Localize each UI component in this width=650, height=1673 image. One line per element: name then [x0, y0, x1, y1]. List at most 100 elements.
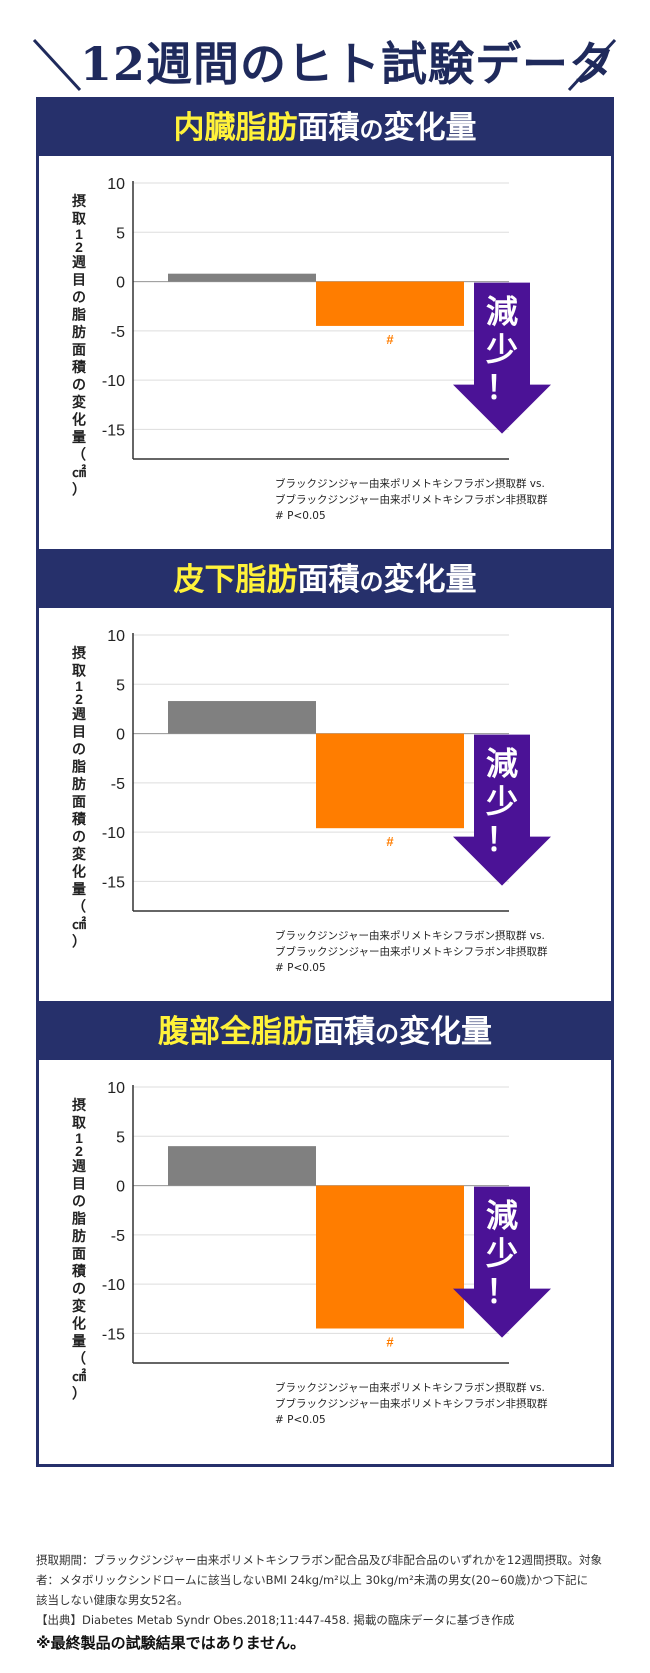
- legend-text: ブラックジンジャー由来ポリメトキシフラボン摂取群 vs.: [275, 1381, 545, 1394]
- y-axis-label-char: 週: [72, 255, 86, 271]
- chart-panel-visceral: 内臓脂肪面積の変化量 10 5 0 -5 -10 -15 # 摂取 1 2 週目の脂肪面積の変化量（…: [36, 97, 614, 563]
- y-axis-label-char: ）: [72, 935, 86, 951]
- callout-text: ！: [486, 821, 518, 859]
- y-tick-label: 10: [107, 628, 125, 645]
- y-axis-label-char: 1: [75, 1130, 83, 1146]
- callout-text: 少: [486, 331, 518, 369]
- significance-label: #: [386, 834, 394, 849]
- chart-title-rest: 面積: [297, 110, 360, 146]
- y-tick-label: -10: [102, 1277, 125, 1294]
- y-tick-label: -15: [102, 1326, 125, 1343]
- y-axis-label-char: 化: [72, 1316, 86, 1333]
- page-title: 12週間のヒト試験データ: [80, 37, 617, 91]
- footnote-disclaimer: ※最終製品の試験結果ではありません。: [36, 1634, 306, 1652]
- y-axis-label-char: の: [72, 742, 86, 758]
- chart-title-end: 変化量: [383, 562, 477, 598]
- y-axis-label-char: 2: [75, 691, 83, 707]
- bar-placebo: [168, 273, 316, 282]
- y-axis-label-char: 量: [72, 1334, 86, 1350]
- bar-active: [316, 1185, 464, 1329]
- y-axis-label-char: 変: [72, 1298, 86, 1315]
- y-axis-label-char: ㎠: [72, 1368, 86, 1385]
- bar-placebo: [168, 701, 316, 734]
- y-tick-label: -5: [111, 324, 125, 341]
- page-heading: 12週間のヒト試験データ: [0, 22, 650, 92]
- y-tick-label: 5: [116, 1129, 125, 1146]
- reduction-arrow: 減少！: [453, 282, 551, 434]
- y-axis-label-char: ）: [72, 1387, 86, 1403]
- y-axis-label-char: ㎠: [72, 916, 86, 933]
- reduction-arrow: 減少！: [453, 734, 551, 886]
- y-tick-label: -10: [102, 373, 125, 390]
- y-tick-label: 5: [116, 677, 125, 694]
- y-axis-label-char: 量: [72, 430, 86, 446]
- y-tick-label: -15: [102, 874, 125, 891]
- y-axis-label-char: の: [72, 830, 86, 846]
- legend-text: ブブラックジンジャー由来ポリメトキシフラボン非摂取群: [275, 945, 548, 958]
- chart-title-highlight: 皮下脂肪: [173, 562, 298, 598]
- y-axis-label-char: の: [72, 290, 86, 306]
- y-tick-label: 10: [107, 1080, 125, 1097]
- chart-title-particle: の: [359, 567, 384, 596]
- y-axis-label-char: （: [72, 900, 86, 916]
- y-axis-label-char: の: [72, 1282, 86, 1298]
- callout-text: ！: [486, 369, 518, 407]
- y-axis-label-char: 面: [72, 1247, 86, 1263]
- y-axis-label-char: ㎠: [72, 464, 86, 481]
- y-axis-label-char: 肪: [72, 324, 86, 341]
- footnote-source: 【出典】Diabetes Metab Syndr Obes.2018;11:44…: [36, 1613, 515, 1627]
- y-axis-label-char: 積: [71, 811, 87, 828]
- y-axis-label-char: 取: [72, 1116, 87, 1132]
- legend-text: ブブラックジンジャー由来ポリメトキシフラボン非摂取群: [275, 493, 548, 506]
- y-axis-label-char: 脂: [71, 307, 86, 324]
- bar-chart-subcutaneous: 1050-5-10-15#摂取12週目の脂肪面積の変化量（㎠）減少！ブラックジン…: [71, 628, 551, 974]
- y-axis-label-char: 取: [72, 664, 87, 680]
- chart-title-highlight: 内臓脂肪: [173, 110, 298, 146]
- y-axis-label-char: 2: [75, 239, 83, 255]
- chart-title: 皮下脂肪面積の変化量: [39, 552, 611, 608]
- y-axis-label-char: 積: [71, 1263, 87, 1280]
- callout-text: 減: [486, 745, 518, 783]
- y-tick-label: 0: [116, 727, 125, 744]
- y-axis-label-char: 面: [72, 795, 86, 811]
- callout-text: ！: [486, 1273, 518, 1311]
- y-axis-label-char: 週: [72, 1159, 86, 1175]
- y-tick-label: 10: [107, 176, 125, 193]
- y-tick-label: 0: [116, 1179, 125, 1196]
- y-axis-label-char: （: [72, 448, 86, 464]
- reduction-arrow: 減少！: [453, 1186, 551, 1338]
- bar-active: [316, 281, 464, 326]
- right-slash-decoration: [567, 38, 617, 92]
- chart-title-highlight: 腹部全脂肪: [158, 1014, 313, 1050]
- bar-placebo: [168, 1146, 316, 1186]
- legend-text: ブラックジンジャー由来ポリメトキシフラボン摂取群 vs.: [275, 929, 545, 942]
- y-axis-label-char: 目: [72, 273, 86, 289]
- y-axis-label-char: 目: [72, 725, 86, 741]
- y-axis-label-char: 脂: [71, 1211, 86, 1228]
- significance-label: #: [386, 332, 394, 347]
- down-arrow-icon: [453, 1186, 551, 1338]
- y-axis-label-char: 変: [72, 846, 86, 863]
- y-axis-label-char: 目: [72, 1177, 86, 1193]
- callout-text: 少: [486, 1235, 518, 1273]
- y-tick-label: 5: [116, 225, 125, 242]
- callout-text: 減: [486, 293, 518, 331]
- bar-active: [316, 733, 464, 829]
- y-axis-label-char: 摂: [72, 193, 86, 210]
- y-axis-label-char: 1: [75, 226, 83, 242]
- chart-panel-total-abdominal: 腹部全脂肪面積の変化量 10 5 0 -5 -10 -15 # 摂取 1 2 週目の脂肪面積の変化量…: [36, 1001, 614, 1467]
- y-axis-label-char: 脂: [71, 759, 86, 776]
- y-axis-label-char: 化: [72, 412, 86, 429]
- chart-title-end: 変化量: [383, 110, 477, 146]
- y-axis-label-char: 面: [72, 343, 86, 359]
- footnote-line: 摂取期間：ブラックジンジャー由来ポリメトキシフラボン配合品及び非配合品のいずれか…: [36, 1553, 603, 1567]
- y-axis-label-char: 肪: [72, 1228, 86, 1245]
- y-axis-label-char: の: [72, 1194, 86, 1210]
- y-axis-label-char: の: [72, 378, 86, 394]
- down-arrow-icon: [453, 734, 551, 886]
- down-arrow-icon: [453, 282, 551, 434]
- y-axis-label-char: 量: [72, 882, 86, 898]
- chart-panel-subcutaneous: 皮下脂肪面積の変化量 10 5 0 -5 -10 -15 # 摂取 1 2 週目の脂肪面積の変化量（…: [36, 549, 614, 1015]
- y-axis-label-char: 1: [75, 678, 83, 694]
